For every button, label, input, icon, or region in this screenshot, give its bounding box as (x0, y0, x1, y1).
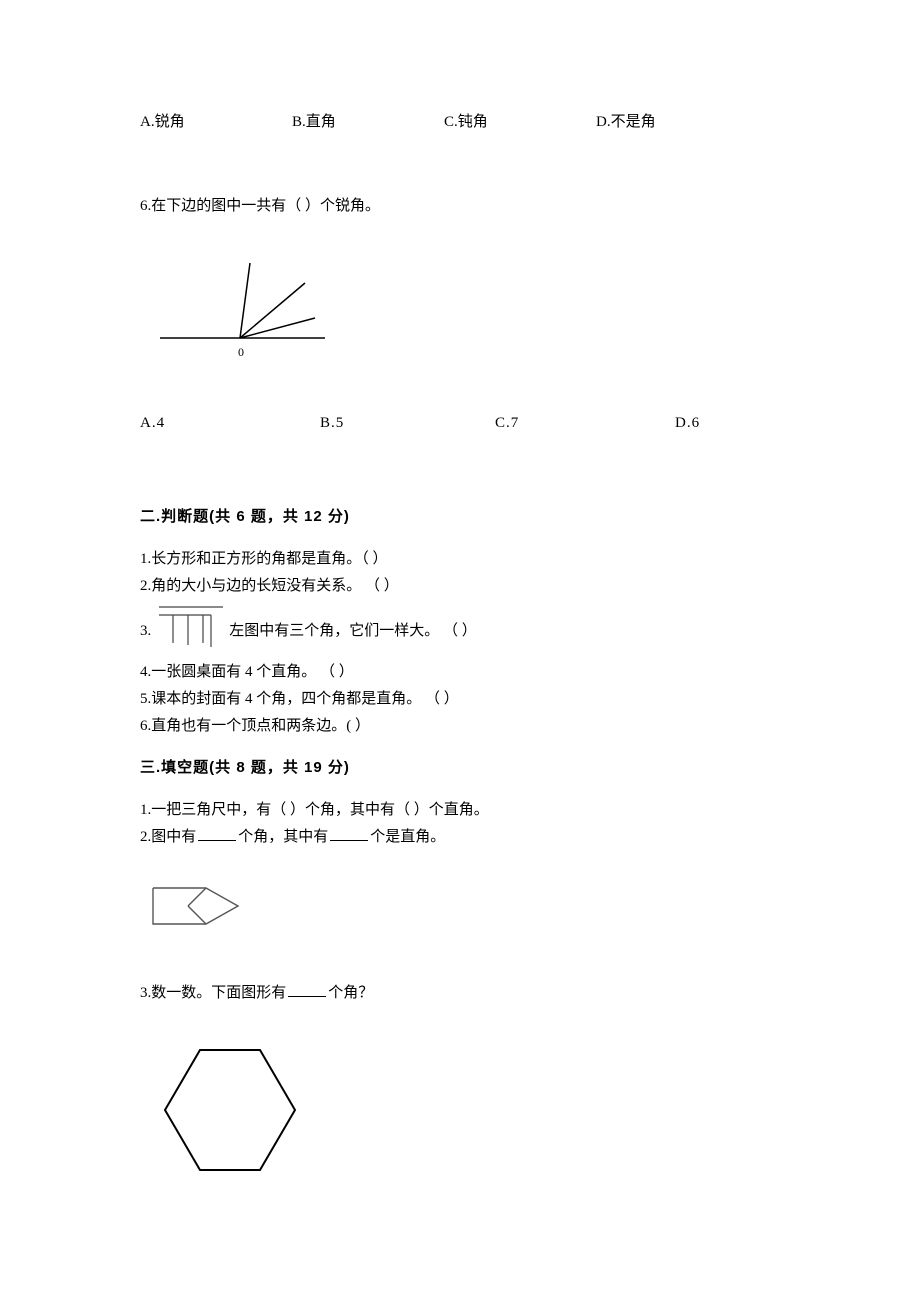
q6-option-d: D.6 (675, 411, 700, 435)
fill-item-3: 3.数一数。下面图形有 个角？ (140, 981, 780, 1005)
q6-option-a: A.4 (140, 411, 320, 435)
section-3-heading: 三.填空题(共 8 题，共 19 分) (140, 756, 780, 780)
q5-option-d: D.不是角 (596, 110, 656, 134)
fill-2-suf: 个是直角。 (370, 829, 445, 845)
q5-option-b: B.直角 (292, 110, 444, 134)
fill-3-pre: 3.数一数。下面图形有 (140, 985, 286, 1001)
judge-3-figure (155, 601, 225, 657)
fill-item-2: 2.图中有 个角，其中有 个是直角。 (140, 825, 780, 849)
fill-2-mid: 个角，其中有 (238, 829, 328, 845)
fill-2-arrow-figure (148, 881, 780, 939)
q5-option-row: A.锐角 B.直角 C.钝角 D.不是角 (140, 110, 780, 134)
q6-vertex-label: 0 (238, 345, 244, 359)
fill-3-suf: 个角？ (328, 985, 373, 1001)
q6-text: 6.在下边的图中一共有（ ）个锐角。 (140, 194, 780, 218)
q6-option-row: A.4 B.5 C.7 D.6 (140, 411, 780, 435)
fill-2-pre: 2.图中有 (140, 829, 196, 845)
q6-option-c: C.7 (495, 411, 675, 435)
judge-item-3: 3. 左图中有三个角，它们一样大。 （ ） (140, 601, 780, 657)
fill-3-blank (288, 983, 326, 997)
judge-item-2: 2.角的大小与边的长短没有关系。 （ ） (140, 574, 780, 598)
judge-item-1: 1.长方形和正方形的角都是直角。（ ） (140, 547, 780, 571)
fill-3-hexagon-figure (155, 1040, 780, 1188)
judge-item-5: 5.课本的封面有 4 个角，四个角都是直角。 （ ） (140, 687, 780, 711)
q6-angle-figure: 0 (150, 258, 780, 376)
fill-2-blank-1 (198, 827, 236, 841)
fill-2-blank-2 (330, 827, 368, 841)
judge-3-text: 左图中有三个角，它们一样大。 （ ） (229, 601, 477, 643)
section-2-heading: 二.判断题(共 6 题，共 12 分) (140, 505, 780, 529)
q5-option-a: A.锐角 (140, 110, 292, 134)
q6-option-b: B.5 (320, 411, 495, 435)
judge-3-number: 3. (140, 601, 151, 643)
fill-item-1: 1.一把三角尺中，有（ ）个角，其中有（ ）个直角。 (140, 798, 780, 822)
judge-item-6: 6.直角也有一个顶点和两条边。( ） (140, 714, 780, 738)
judge-item-4: 4.一张圆桌面有 4 个直角。 （ ） (140, 660, 780, 684)
q5-option-c: C.钝角 (444, 110, 596, 134)
